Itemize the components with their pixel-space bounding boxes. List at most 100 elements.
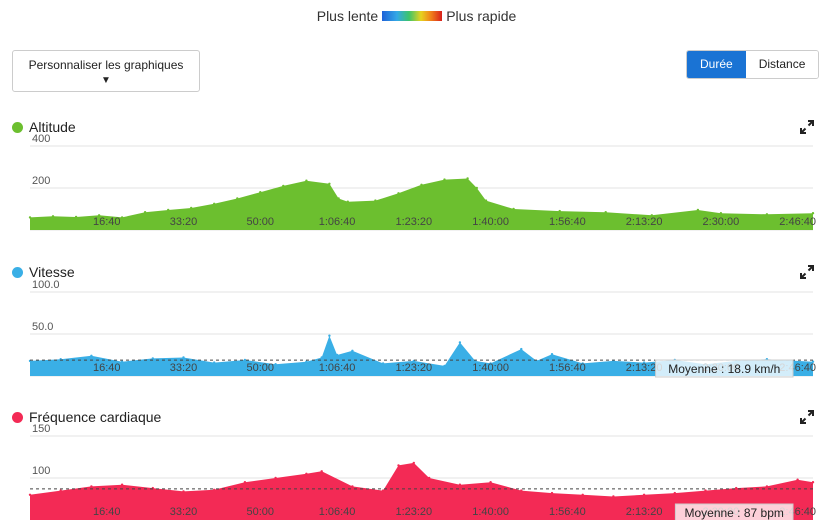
- heart_rate-data-point: [412, 461, 415, 465]
- legend-fast-label: Plus rapide: [446, 8, 517, 24]
- expand-icon[interactable]: [800, 410, 814, 424]
- altitude-data-point: [97, 214, 101, 217]
- x-tick-label: 1:06:40: [319, 362, 356, 374]
- altitude-data-point: [28, 216, 32, 219]
- x-tick-label: 1:40:00: [472, 216, 509, 228]
- speed-data-point: [243, 358, 247, 362]
- heart_rate-data-point: [28, 493, 32, 496]
- speed-data-point: [520, 347, 523, 351]
- speed-average-label: Moyenne : 18.9 km/h: [668, 362, 780, 376]
- heart_rate-data-point: [550, 491, 554, 495]
- x-tick-label: 2:13:20: [626, 362, 663, 374]
- altitude-data-point: [811, 212, 815, 215]
- heart_rate-data-point: [704, 489, 707, 492]
- altitude-data-point: [305, 179, 308, 182]
- heart_rate-data-point: [673, 491, 676, 495]
- speed-title: Vitesse: [12, 264, 75, 280]
- heart-rate-chart[interactable]: 1501005016:4033:2050:001:06:401:23:201:4…: [0, 402, 833, 520]
- altitude-data-point: [51, 215, 55, 218]
- x-tick-label: 2:13:20: [626, 216, 663, 228]
- heart_rate-data-point: [811, 481, 815, 484]
- altitude-data-point: [484, 199, 488, 202]
- customize-charts-dropdown[interactable]: Personnaliser les graphiques ▼: [12, 50, 200, 92]
- speed-data-point: [811, 360, 815, 363]
- heart_rate-data-point: [305, 472, 308, 475]
- speed-data-point: [335, 353, 339, 357]
- speed-area: [30, 335, 813, 376]
- speed-data-point: [213, 361, 216, 364]
- altitude-data-point: [466, 177, 469, 180]
- x-tick-label: 1:06:40: [319, 216, 356, 228]
- speed-data-point: [182, 356, 185, 359]
- altitude-data-point: [397, 192, 400, 195]
- speed-data-point: [581, 362, 584, 365]
- altitude-data-point: [74, 215, 78, 219]
- altitude-data-point: [765, 213, 769, 216]
- heart_rate-data-point: [642, 493, 646, 496]
- speed-data-point: [90, 354, 93, 357]
- speed-data-point: [458, 341, 462, 344]
- speed-data-point: [443, 364, 446, 368]
- x-tick-label: 1:23:20: [395, 506, 432, 518]
- altitude-data-point: [650, 214, 653, 217]
- altitude-data-point: [259, 191, 262, 194]
- x-tick-label: 1:40:00: [472, 506, 509, 518]
- heart_rate-data-point: [320, 470, 323, 473]
- speed-data-point: [120, 360, 124, 363]
- toggle-distance-button[interactable]: Distance: [745, 51, 819, 78]
- speed-data-point: [489, 362, 492, 365]
- x-tick-label: 2:30:00: [703, 216, 740, 228]
- altitude-chart[interactable]: 400200016:4033:2050:001:06:401:23:201:40…: [0, 112, 833, 234]
- chevron-down-icon: ▼: [101, 75, 111, 86]
- altitude-data-point: [282, 184, 285, 188]
- heart_rate-data-point: [213, 488, 216, 491]
- altitude-data-point: [236, 197, 239, 200]
- heart_rate-data-point: [120, 483, 124, 486]
- altitude-data-point: [512, 207, 515, 211]
- x-tick-label: 2:13:20: [626, 506, 663, 518]
- x-tick-label: 1:23:20: [395, 362, 432, 374]
- speed-chart[interactable]: 100.050.00.016:4033:2050:001:06:401:23:2…: [0, 257, 833, 381]
- heart_rate-data-point: [428, 476, 431, 480]
- altitude-data-point: [120, 216, 124, 219]
- x-tick-label: 1:56:40: [549, 216, 586, 228]
- heart_rate-data-point: [735, 486, 738, 490]
- x-tick-label: 2:46:40: [779, 216, 816, 228]
- altitude-data-point: [475, 186, 478, 190]
- altitude-data-point: [337, 197, 340, 200]
- heart_rate-data-point: [381, 489, 385, 492]
- speed-data-point: [642, 361, 646, 364]
- altitude-data-point: [374, 199, 377, 202]
- x-tick-label: 16:40: [93, 506, 121, 518]
- heart_rate-average-box: [674, 503, 794, 520]
- y-tick-label: 100: [32, 465, 50, 477]
- y-tick-label: 100.0: [32, 279, 60, 291]
- heart-rate-title-label: Fréquence cardiaque: [29, 409, 162, 425]
- x-tick-label: 16:40: [93, 216, 121, 228]
- y-tick-label: 50.0: [32, 321, 53, 333]
- speed-panel: Vitesse 100.050.00.016:4033:2050:001:06:…: [0, 257, 833, 381]
- heart_rate-data-point: [397, 464, 400, 467]
- heart-rate-dot-icon: [12, 411, 23, 423]
- altitude-dot-icon: [12, 121, 23, 133]
- y-tick-label: 150: [32, 423, 50, 435]
- toggle-duration-button[interactable]: Durée: [687, 51, 746, 78]
- x-tick-label: 33:20: [170, 216, 198, 228]
- x-tick-label: 50:00: [247, 506, 275, 518]
- x-tick-label: 1:23:20: [395, 216, 432, 228]
- y-tick-label: 200: [32, 175, 50, 187]
- heart_rate-data-point: [59, 489, 62, 492]
- altitude-data-point: [143, 211, 147, 214]
- heart_rate-data-point: [520, 489, 523, 492]
- expand-icon[interactable]: [800, 120, 814, 134]
- x-tick-label: 1:56:40: [549, 362, 586, 374]
- x-tick-label: 33:20: [170, 362, 198, 374]
- speed-data-point: [151, 357, 154, 360]
- speed-data-point: [320, 356, 323, 359]
- y-tick-label: 400: [32, 133, 50, 145]
- altitude-data-point: [719, 212, 723, 215]
- x-tick-label: 1:40:00: [472, 362, 509, 374]
- expand-icon[interactable]: [800, 265, 814, 279]
- speed-average-box: [655, 359, 794, 378]
- altitude-area: [30, 178, 813, 230]
